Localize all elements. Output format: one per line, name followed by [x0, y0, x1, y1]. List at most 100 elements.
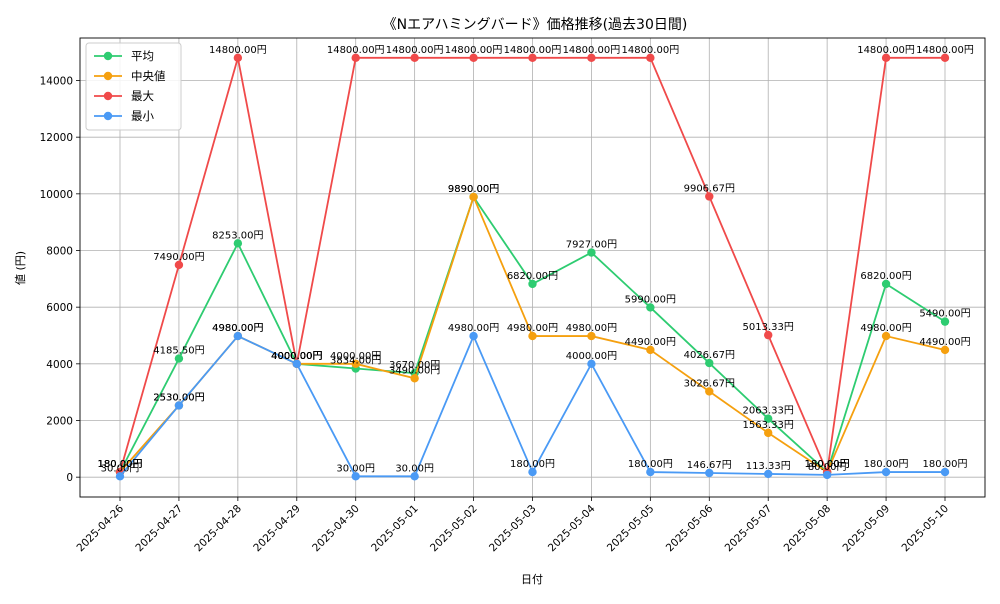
data-label: 4490.00円: [625, 337, 676, 348]
y-tick-label: 2000: [46, 416, 73, 428]
x-tick-label: 2025-04-28: [192, 503, 244, 555]
data-point: [764, 330, 773, 340]
y-axis-label: 値 (円): [14, 251, 27, 285]
data-label: 4000.00円: [271, 351, 322, 362]
x-tick-label: 2025-05-03: [487, 503, 539, 555]
data-point: [705, 387, 714, 396]
data-point: [528, 467, 537, 477]
data-label: 14800.00円: [445, 45, 503, 56]
data-point: [587, 331, 596, 341]
data-point: [764, 428, 773, 438]
data-label: 4980.00円: [448, 323, 499, 334]
data-point: [469, 331, 478, 341]
data-label: 5490.00円: [919, 309, 970, 320]
plot-frame: [79, 37, 986, 498]
data-point: [646, 303, 655, 312]
data-point: [115, 472, 125, 481]
data-point: [881, 53, 891, 63]
data-label: 9890.00円: [448, 184, 499, 195]
y-tick-label: 0: [66, 472, 73, 484]
data-label: 14800.00円: [857, 45, 915, 56]
data-point: [351, 472, 360, 481]
data-label: 180.00円: [805, 459, 850, 470]
data-point: [410, 374, 419, 383]
legend-marker: [103, 91, 113, 101]
data-label: 180.00円: [98, 459, 143, 470]
data-point: [646, 467, 655, 477]
y-tick-label: 12000: [40, 132, 73, 144]
data-label: 7927.00円: [566, 240, 617, 251]
data-label: 4980.00円: [507, 323, 558, 334]
x-tick-label: 2025-04-26: [74, 502, 126, 554]
data-label: 1563.33円: [743, 420, 794, 431]
data-point: [587, 248, 596, 257]
data-point: [351, 359, 360, 369]
data-label: 8253.00円: [212, 230, 263, 241]
data-point: [233, 53, 243, 63]
data-label: 14800.00円: [916, 45, 974, 56]
legend-entry: 中央値: [131, 69, 166, 83]
data-point: [764, 414, 773, 423]
data-point: [410, 472, 419, 481]
x-tick-label: 2025-04-30: [310, 503, 362, 555]
data-point: [292, 359, 301, 369]
data-point: [528, 53, 537, 63]
data-label: 2063.33円: [743, 406, 794, 417]
data-label: 30.00円: [336, 463, 375, 474]
chart-title: 《Nエアハミングバード》価格推移(過去30日間): [383, 17, 688, 33]
x-tick-label: 2025-05-01: [369, 503, 421, 555]
data-point: [233, 239, 243, 248]
data-label: 180.00円: [98, 459, 143, 470]
data-point: [764, 469, 773, 479]
y-tick-label: 14000: [40, 76, 73, 88]
data-label: 4026.67円: [684, 350, 735, 361]
grid: [80, 38, 985, 497]
data-point: [587, 359, 596, 369]
data-point: [822, 470, 832, 480]
data-point: [646, 345, 655, 355]
x-tick-label: 2025-04-29: [251, 503, 303, 555]
legend-entry: 平均: [131, 49, 154, 63]
x-axis-label: 日付: [521, 573, 543, 586]
data-label: 4000.00円: [566, 351, 617, 362]
data-label: 30.00円: [101, 463, 140, 474]
legend-marker: [103, 51, 113, 61]
data-label: 5990.00円: [625, 294, 676, 305]
data-point: [940, 345, 950, 355]
data-label: 6820.00円: [507, 271, 558, 282]
data-label: 180.00円: [805, 459, 850, 470]
data-point: [881, 279, 891, 289]
x-tick-label: 2025-05-09: [841, 503, 893, 555]
data-label: 14800.00円: [209, 45, 267, 56]
data-point: [705, 192, 714, 201]
legend-marker: [103, 71, 113, 81]
x-tick-label: 2025-05-02: [428, 503, 480, 555]
data-label: 4980.00円: [860, 323, 911, 334]
x-tick-label: 2025-05-08: [782, 503, 834, 555]
x-tick-label: 2025-05-07: [723, 503, 775, 555]
data-label: 4185.50円: [153, 346, 204, 357]
data-point: [940, 467, 950, 477]
data-label: 80.00円: [808, 462, 847, 473]
data-label: 113.33円: [746, 461, 791, 472]
data-label: 7490.00円: [153, 252, 204, 263]
data-point: [940, 317, 950, 326]
data-label: 180.00円: [864, 459, 909, 470]
data-label: 4980.00円: [212, 323, 263, 334]
data-label: 180.00円: [923, 459, 968, 470]
data-point: [587, 53, 596, 63]
x-tick-label: 2025-05-05: [605, 503, 657, 555]
data-label: 14800.00円: [327, 45, 385, 56]
data-label: 5013.33円: [743, 322, 794, 333]
data-label: 4000.00円: [271, 351, 322, 362]
data-label: 4490.00円: [919, 337, 970, 348]
data-point: [410, 53, 419, 63]
data-point: [528, 279, 537, 289]
data-label: 180.00円: [98, 459, 143, 470]
data-label: 14800.00円: [504, 45, 562, 56]
y-tick-label: 10000: [40, 189, 73, 201]
data-point: [705, 468, 714, 478]
